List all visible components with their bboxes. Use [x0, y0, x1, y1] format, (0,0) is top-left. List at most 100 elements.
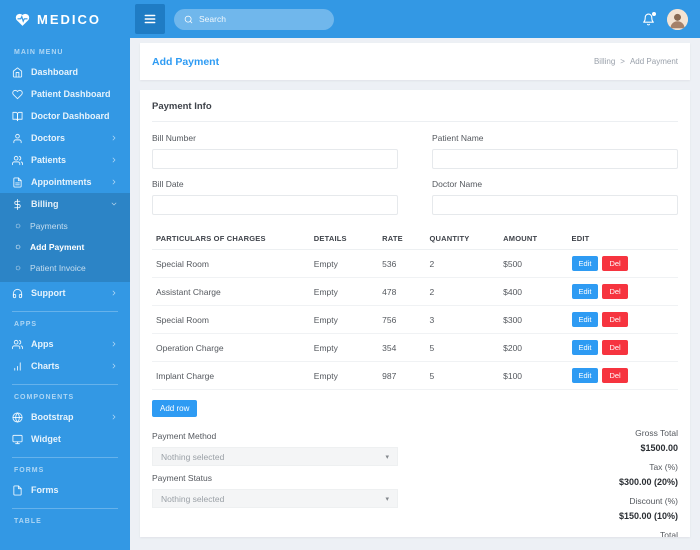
sidebar-item-apps[interactable]: Apps — [0, 333, 130, 355]
sidebar-section-label-components: COMPONENTS — [14, 394, 75, 401]
circle-icon — [15, 223, 21, 229]
sidebar-item-dashboard[interactable]: Dashboard — [0, 61, 130, 83]
totals-label: Total — [660, 530, 678, 537]
sidebar-item-doctor-dashboard[interactable]: Doctor Dashboard — [0, 105, 130, 127]
cell-actions: Edit Del — [567, 333, 678, 362]
search-bar[interactable] — [174, 8, 334, 30]
sidebar-subitem-payments[interactable]: Payments — [0, 215, 130, 236]
users-icon — [12, 339, 23, 350]
edit-button[interactable]: Edit — [571, 340, 599, 355]
payment-method-select[interactable]: Nothing selected ▾ — [152, 447, 398, 466]
table-row: Special Room Empty 536 2 $500 Edit Del — [152, 249, 678, 278]
cell-quantity: 2 — [425, 277, 500, 306]
totals-label: Gross Total — [635, 428, 678, 438]
sidebar-item-label: Doctors — [31, 133, 66, 143]
total-tax-: Tax (%) $300.00 (20%) — [619, 462, 678, 487]
sidebar-item-label: Doctor Dashboard — [31, 111, 110, 121]
edit-button[interactable]: Edit — [571, 256, 599, 271]
sidebar-item-support[interactable]: Support — [0, 282, 130, 304]
menu-toggle-button[interactable] — [135, 4, 165, 34]
brand-name: MEDICO — [37, 11, 101, 27]
column-header-quantity: QUANTITY — [425, 228, 500, 250]
payment-status-value: Nothing selected — [161, 493, 225, 504]
cell-rate: 354 — [378, 333, 426, 362]
brand[interactable]: MEDICO — [0, 0, 130, 38]
bill-date-label: Bill Date — [152, 179, 184, 189]
sidebar-subitem-label: Add Payment — [30, 241, 85, 252]
doctor-name-input[interactable] — [432, 195, 678, 215]
cell-actions: Edit Del — [567, 277, 678, 306]
sidebar-item-bootstrap[interactable]: Bootstrap — [0, 406, 130, 428]
search-input[interactable] — [199, 14, 324, 24]
search-icon — [184, 15, 193, 24]
column-header-particulars-of-charges: PARTICULARS OF CHARGES — [152, 228, 310, 250]
sidebar-section-label-main-menu: MAIN MENU — [14, 49, 64, 56]
sidebar-item-doctors[interactable]: Doctors — [0, 127, 130, 149]
bill-number-input[interactable] — [152, 149, 398, 169]
patient-name-input[interactable] — [432, 149, 678, 169]
topbar — [130, 0, 700, 38]
headphones-icon — [12, 288, 23, 299]
user-avatar[interactable] — [667, 8, 688, 30]
cell-details: Empty — [309, 333, 379, 362]
bell-icon[interactable] — [642, 11, 656, 26]
payment-status-select[interactable]: Nothing selected ▾ — [152, 489, 398, 508]
sidebar-item-widget[interactable]: Widget — [0, 428, 130, 450]
edit-button[interactable]: Edit — [571, 368, 599, 383]
edit-button[interactable]: Edit — [571, 284, 599, 299]
bill-date-input[interactable] — [152, 195, 398, 215]
edit-button[interactable]: Edit — [571, 312, 599, 327]
delete-button[interactable]: Del — [602, 340, 628, 355]
sidebar-item-patient-dashboard[interactable]: Patient Dashboard — [0, 83, 130, 105]
cell-actions: Edit Del — [567, 361, 678, 390]
payment-summary: Payment Method Nothing selected ▾ Paymen… — [152, 427, 678, 537]
breadcrumb-billing[interactable]: Billing — [593, 57, 616, 66]
sidebar-item-billing[interactable]: Billing — [0, 193, 130, 215]
sidebar-subitem-add-payment[interactable]: Add Payment — [0, 236, 130, 257]
divider — [12, 457, 118, 458]
cell-actions: Edit Del — [567, 249, 678, 278]
circle-icon — [15, 265, 21, 271]
sidebar-item-label: Support — [31, 288, 66, 298]
sidebar-subitem-patient-invoice[interactable]: Patient Invoice — [0, 257, 130, 278]
sidebar: MEDICO MAIN MENU Dashboard Patient Dashboa… — [0, 0, 130, 550]
field-patient-name: Patient Name — [432, 133, 678, 169]
bell-glyph — [642, 13, 655, 26]
sidebar-item-label: Billing — [31, 199, 59, 209]
delete-button[interactable]: Del — [602, 312, 628, 327]
column-header-edit: EDIT — [567, 228, 678, 250]
sidebar-item-patients[interactable]: Patients — [0, 149, 130, 171]
bill-number-label: Bill Number — [152, 133, 196, 143]
chevron-down-icon — [110, 200, 118, 208]
delete-button[interactable]: Del — [602, 256, 628, 271]
sidebar-item-label: Bootstrap — [31, 412, 74, 422]
delete-button[interactable]: Del — [602, 368, 628, 383]
cell-quantity: 2 — [425, 249, 500, 278]
chevron-right-icon — [110, 156, 118, 164]
bar-chart-icon — [12, 361, 23, 372]
cell-amount: $100 — [499, 361, 568, 390]
delete-button[interactable]: Del — [602, 284, 628, 299]
chevron-right-icon — [110, 340, 118, 348]
file-text-icon — [12, 176, 23, 188]
sidebar-subitem-label: Patient Invoice — [30, 262, 86, 273]
add-row-button[interactable]: Add row — [152, 400, 198, 417]
payment-selects: Payment Method Nothing selected ▾ Paymen… — [152, 427, 398, 537]
table-row: Operation Charge Empty 354 5 $200 Edit Del — [152, 333, 678, 362]
breadcrumb: Billing > Add Payment — [594, 57, 678, 66]
payment-method-label: Payment Method — [152, 431, 217, 441]
cell-particulars: Special Room — [152, 249, 310, 278]
chevron-down-icon: ▾ — [385, 453, 389, 461]
home-icon — [12, 66, 23, 78]
sidebar-item-charts[interactable]: Charts — [0, 355, 130, 377]
divider — [12, 384, 118, 385]
totals: Gross Total $1500.00 Tax (%) $300.00 (20%) D… — [619, 427, 678, 537]
total-total: Total$1650.00 — [619, 530, 678, 537]
cell-rate: 478 — [378, 277, 426, 306]
sidebar-item-appointments[interactable]: Appointments — [0, 171, 130, 193]
sidebar-item-forms[interactable]: Forms — [0, 479, 130, 501]
payment-method-value: Nothing selected — [161, 451, 225, 462]
table-row: Assistant Charge Empty 478 2 $400 Edit Del — [152, 277, 678, 306]
payment-info-card: Payment Info Bill Number Patient Name Bill… — [140, 90, 690, 537]
